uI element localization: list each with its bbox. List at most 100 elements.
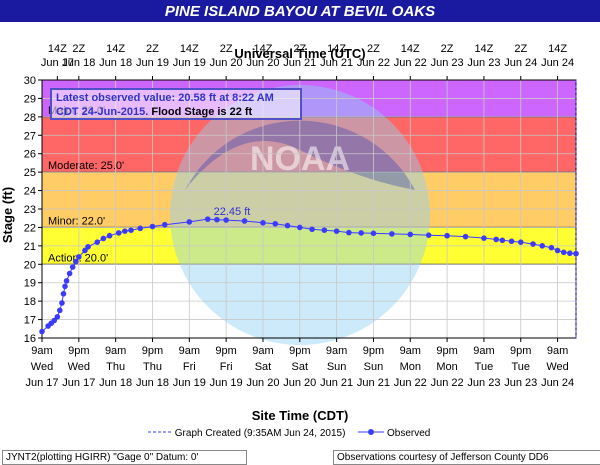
zone-band-2 — [42, 116, 576, 173]
y-tick-label: 23 — [24, 204, 36, 216]
top-axis-ticks: 14Z Jun 17 2Z Jun 18 14Z Jun 18 2Z Jun 19 14Z Jun… — [41, 43, 574, 80]
bottom-tick-day: Wed — [546, 361, 568, 373]
top-tick-date: Jun 19 — [136, 57, 169, 69]
bottom-tick-date: Jun 18 — [99, 377, 132, 389]
y-tick-label: 27 — [24, 130, 36, 142]
observed-point — [39, 328, 45, 335]
bottom-tick-date: Jun 23 — [504, 377, 537, 389]
observed-point — [346, 229, 352, 236]
observed-point — [567, 250, 573, 257]
observed-point — [186, 219, 193, 225]
observed-point — [284, 222, 291, 229]
observed-point — [444, 232, 450, 239]
y-tick-label: 25 — [24, 167, 36, 179]
y-tick-label: 22 — [24, 222, 36, 234]
bottom-tick-date: Jun 22 — [431, 377, 464, 389]
observed-marker-icon — [358, 429, 385, 435]
bottom-tick-day: Thu — [143, 361, 162, 373]
bottom-tick-time: 9pm — [510, 345, 531, 357]
latest-value-line: Latest observed value: 20.58 ft at 8:22 … — [56, 92, 274, 104]
observed-point — [548, 244, 555, 251]
observed-point — [149, 223, 156, 230]
bottom-tick-time: 9am — [31, 345, 52, 357]
hydrograph-chart: Action: 20.0'Minor: 22.0'Moderate: 25.0'… — [0, 43, 579, 423]
bottom-tick-day: Wed — [68, 361, 90, 373]
bottom-tick-day: Tue — [511, 361, 530, 373]
top-tick-time: 14Z — [48, 43, 67, 55]
top-tick-time: 2Z — [367, 43, 380, 55]
observed-point — [115, 230, 122, 236]
top-tick-time: 14Z — [180, 43, 199, 55]
top-tick-time: 14Z — [106, 43, 125, 55]
top-tick-time: 2Z — [441, 43, 454, 55]
top-tick-time: 2Z — [220, 43, 233, 55]
bottom-tick-day: Sat — [292, 361, 309, 373]
observed-point — [51, 317, 58, 324]
bottom-tick-day: Wed — [31, 361, 53, 373]
latest-observation-box: Latest observed value: 20.58 ft at 8:22 … — [50, 88, 302, 120]
observed-point — [560, 249, 567, 256]
observed-point — [161, 221, 168, 228]
bottom-tick-time: 9pm — [363, 345, 384, 357]
observed-point — [63, 278, 70, 284]
top-tick-date: Jun 21 — [320, 57, 353, 69]
y-tick-label: 19 — [24, 278, 36, 290]
observed-point — [69, 264, 76, 270]
observed-point — [370, 230, 377, 237]
top-tick-time: 14Z — [401, 43, 420, 55]
y-tick-label: 18 — [24, 296, 36, 308]
bottom-tick-date: Jun 21 — [357, 377, 390, 389]
zone-band-1 — [42, 172, 576, 228]
observed-point — [407, 231, 414, 238]
title-bar — [0, 0, 600, 22]
footer-datum: JYNT2(plotting HGIRR) "Gage 0" Datum: 0' — [2, 450, 247, 465]
observed-point — [358, 230, 364, 236]
y-tick-label: 21 — [24, 241, 36, 253]
bottom-axis-ticks: 9am Wed Jun 17 9pm Wed Jun 17 9am Thu Jun 18 9pm T… — [25, 338, 574, 389]
zone-label-2: Moderate: 25.0' — [48, 160, 124, 172]
observed-point — [100, 235, 107, 242]
flood-stage-line: CDT 24-Jun-2015. Flood Stage is 22 ft — [56, 105, 296, 119]
observed-point — [72, 258, 79, 265]
observed-point — [425, 232, 432, 238]
top-tick-time: 2Z — [146, 43, 159, 55]
bottom-tick-time: 9am — [326, 345, 347, 357]
bottom-tick-day: Fri — [220, 361, 233, 373]
observed-series — [39, 80, 579, 338]
peak-label: 22.45 ft — [214, 206, 251, 218]
top-tick-date: Jun 22 — [394, 57, 427, 69]
flood-stage-text: Flood Stage is 22 ft — [151, 106, 253, 118]
bottom-tick-day: Fri — [183, 361, 196, 373]
observed-point — [333, 228, 340, 234]
bottom-tick-date: Jun 23 — [467, 377, 500, 389]
top-tick-time: 14Z — [327, 43, 346, 55]
top-tick-date: Jun 18 — [62, 57, 95, 69]
bottom-tick-time: 9pm — [289, 345, 310, 357]
y-tick-label: 20 — [24, 259, 36, 271]
dashed-line-icon — [148, 431, 172, 433]
bottom-tick-time: 9am — [473, 345, 494, 357]
bottom-tick-date: Jun 17 — [25, 377, 58, 389]
legend-created: Graph Created (9:35AM Jun 24, 2015) — [148, 428, 345, 439]
bottom-tick-time: 9am — [400, 345, 421, 357]
top-tick-time: 14Z — [548, 43, 567, 55]
bottom-tick-time: 9pm — [68, 345, 89, 357]
bottom-tick-date: Jun 20 — [246, 377, 279, 389]
observed-point — [122, 228, 128, 234]
observed-point — [321, 227, 328, 233]
observed-point — [214, 216, 220, 223]
top-tick-time: 14Z — [253, 43, 272, 55]
observed-point — [309, 226, 315, 233]
observed-point — [573, 250, 579, 257]
observed-point — [241, 218, 248, 224]
observed-point — [389, 231, 395, 237]
top-tick-date: Jun 22 — [357, 57, 390, 69]
bottom-tick-time: 9pm — [215, 345, 236, 357]
observed-point — [54, 314, 61, 320]
legend-observed: Observed — [358, 428, 430, 439]
bottom-tick-time: 9pm — [142, 345, 163, 357]
footer-credit: Observations courtesy of Jefferson Count… — [333, 450, 600, 465]
observed-point — [493, 236, 500, 243]
observed-point — [128, 227, 134, 233]
bottom-tick-date: Jun 24 — [541, 377, 574, 389]
